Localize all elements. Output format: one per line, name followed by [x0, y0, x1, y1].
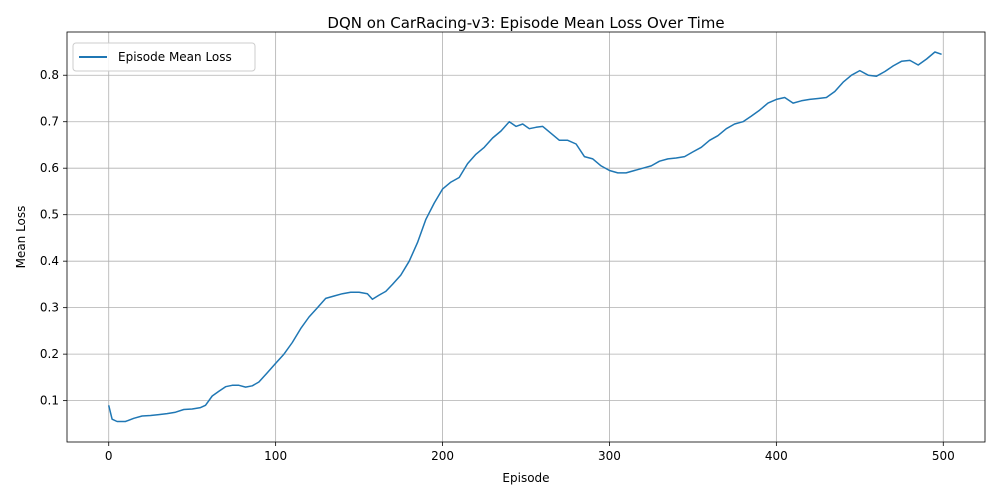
legend-label: Episode Mean Loss	[118, 50, 232, 64]
y-tick-label: 0.4	[40, 254, 59, 268]
chart-title: DQN on CarRacing-v3: Episode Mean Loss O…	[327, 14, 724, 32]
legend-box	[72, 42, 256, 72]
y-tick-label: 0.8	[40, 68, 59, 82]
legend: Episode Mean Loss	[72, 42, 256, 72]
y-tick-label: 0.6	[40, 161, 59, 175]
x-tick-label: 200	[431, 449, 454, 463]
y-axis-label: Mean Loss	[14, 206, 28, 269]
axes-frame	[66, 31, 986, 443]
plot-area	[107, 51, 942, 423]
x-tick-label: 500	[932, 449, 955, 463]
y-tick-label: 0.2	[40, 347, 59, 361]
y-tick-label: 0.7	[40, 115, 59, 129]
series-line	[107, 51, 942, 423]
x-tick-label: 400	[765, 449, 788, 463]
x-tick-label: 0	[105, 449, 113, 463]
y-tick-label: 0.5	[40, 208, 59, 222]
y-tick-label: 0.3	[40, 301, 59, 315]
grid	[67, 32, 985, 442]
axis-ticks: 0 100 200 300 400 500 0.1 0.2 0.3 0.4 0.5 0.6 0.7 0.8	[40, 68, 955, 463]
x-tick-label: 300	[598, 449, 621, 463]
x-axis-label: Episode	[502, 471, 549, 485]
x-tick-label: 100	[264, 449, 287, 463]
y-tick-label: 0.1	[40, 394, 59, 408]
